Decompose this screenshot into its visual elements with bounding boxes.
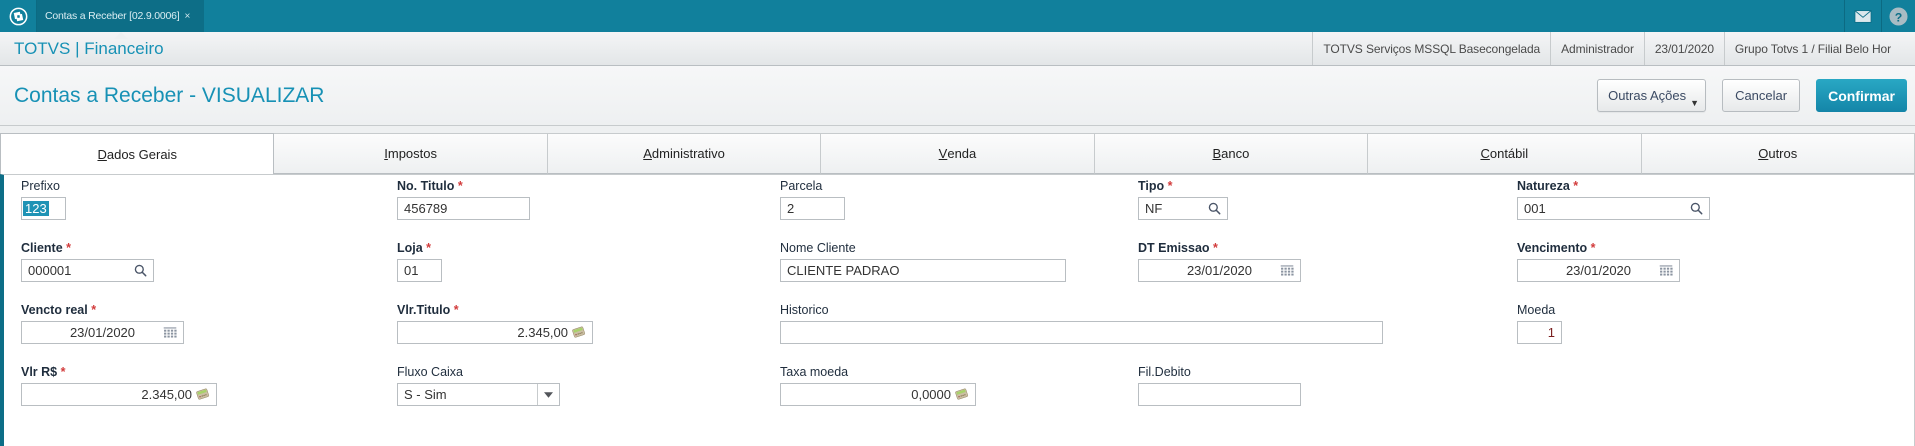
- svg-text:?: ?: [1895, 10, 1903, 24]
